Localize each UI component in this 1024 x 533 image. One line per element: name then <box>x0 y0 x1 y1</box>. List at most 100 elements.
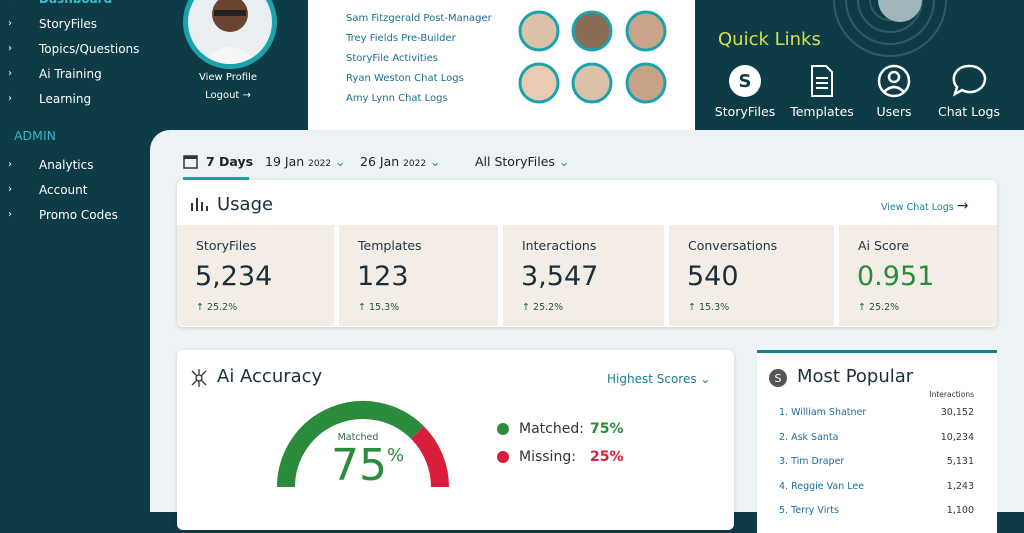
popular-count: 30,152 <box>940 407 974 418</box>
accuracy-title: Ai Accuracy <box>217 366 323 387</box>
stat-change: ↑ 25.2% <box>858 302 900 313</box>
nav-item[interactable]: Analytics <box>39 158 94 172</box>
sort-text: Highest Scores <box>607 372 697 386</box>
gauge-label: Matched <box>337 432 379 443</box>
stat-label: Interactions <box>522 238 597 253</box>
legend-name: Matched: <box>519 421 584 437</box>
usage-icon <box>191 198 208 211</box>
stat-change: ↑ 25.2% <box>196 302 238 313</box>
stat-box: Conversations 540 ↑ 15.3% <box>669 225 834 326</box>
popular-name[interactable]: 4. Reggie Van Lee <box>779 480 865 492</box>
nav-chevron: › <box>8 18 12 29</box>
nav-chevron: › <box>8 43 12 54</box>
stat-box: Interactions 3,547 ↑ 25.2% <box>503 225 664 326</box>
sort[interactable]: Highest Scores ⌄ <box>607 372 711 386</box>
popular-title: Most Popular <box>797 366 914 387</box>
view-chat-logs[interactable]: View Chat Logs → <box>881 198 969 214</box>
scope[interactable]: All StoryFiles ⌄ <box>475 154 570 169</box>
stat-box: Ai Score 0.951 ↑ 25.2% <box>839 225 997 326</box>
usage-title: Usage <box>217 194 274 215</box>
nav-chevron: › <box>8 159 12 170</box>
nav-item[interactable]: Learning <box>39 92 92 106</box>
nav-item[interactable]: Ai Training <box>39 67 102 81</box>
stat-value: 5,234 <box>195 261 273 292</box>
quick-links-title: Quick Links <box>718 29 821 50</box>
nav-chevron: › <box>8 184 12 195</box>
quick-link[interactable]: Templates <box>790 104 854 119</box>
stat-value: 540 <box>687 261 739 292</box>
gauge <box>277 401 449 488</box>
stat-label: StoryFiles <box>196 238 257 253</box>
stat-change-text: 15.3% <box>698 302 730 313</box>
scope-text: All StoryFiles <box>475 154 555 169</box>
nav-chevron: › <box>8 209 12 220</box>
gauge-unit: % <box>387 445 405 466</box>
popular-name[interactable]: 1. William Shatner <box>779 407 867 418</box>
popular-count: 5,131 <box>946 456 974 467</box>
svg-text:S: S <box>775 372 782 385</box>
legend-value: 75% <box>590 421 624 437</box>
stat-box: Templates 123 ↑ 15.3% <box>339 225 498 326</box>
view-chat-logs-text: View Chat Logs <box>881 202 954 213</box>
popular-name[interactable]: 5. Terry Virts <box>779 505 839 516</box>
stat-change-text: 15.3% <box>368 302 400 313</box>
logout-text: Logout <box>205 90 240 101</box>
view-profile[interactable]: View Profile <box>198 72 257 83</box>
stat-value: 123 <box>357 261 409 292</box>
nav-item[interactable]: Promo Codes <box>39 208 118 222</box>
nav-chevron: › <box>8 0 12 4</box>
end-day: 26 Jan <box>360 154 400 169</box>
admin-heading: ADMIN <box>14 128 56 143</box>
recent-link[interactable]: Ryan Weston Chat Logs <box>346 73 464 84</box>
accuracy-card <box>177 350 734 530</box>
recent-link[interactable]: Sam Fitzgerald Post-Manager <box>346 13 492 24</box>
fingerprint <box>833 0 947 57</box>
stat-change-text: 25.2% <box>206 302 238 313</box>
accuracy-icon <box>191 369 207 387</box>
popular-icon: S <box>769 369 787 387</box>
popular-count: 10,234 <box>940 431 974 443</box>
svg-text:S: S <box>739 71 752 92</box>
stat-label: Ai Score <box>858 238 910 253</box>
recent-link[interactable]: Amy Lynn Chat Logs <box>346 93 448 104</box>
stat-box: StoryFiles 5,234 ↑ 25.2% <box>177 225 334 326</box>
stat-label: Templates <box>358 238 422 253</box>
popular-card <box>757 350 997 533</box>
stat-change: ↑ 15.3% <box>358 302 400 313</box>
range-underline <box>183 177 249 180</box>
start-date[interactable]: 19 Jan 2022 ⌄ <box>265 154 346 169</box>
range[interactable]: 7 Days <box>206 154 254 169</box>
quick-link-icons: S <box>729 64 987 98</box>
nav-item[interactable]: Account <box>39 183 88 197</box>
stat-change: ↑ 15.3% <box>688 302 730 313</box>
nav-chevron: › <box>8 68 12 79</box>
profile-photo <box>183 0 277 69</box>
popular-count: 1,100 <box>946 505 974 516</box>
popular-name[interactable]: 2. Ask Santa <box>779 431 839 443</box>
avatars <box>518 10 667 104</box>
quick-link[interactable]: StoryFiles <box>714 104 776 119</box>
gauge-arc <box>410 426 449 488</box>
logout[interactable]: Logout → <box>205 90 251 101</box>
legend-value: 25% <box>590 449 624 465</box>
nav-item[interactable]: Topics/Questions <box>39 42 140 56</box>
stat-change-text: 25.2% <box>868 302 900 313</box>
quick-link[interactable]: Chat Logs <box>937 104 1001 119</box>
end-year: 2022 <box>403 159 427 169</box>
end-date[interactable]: 26 Jan 2022 ⌄ <box>360 154 441 169</box>
popular-count: 1,243 <box>946 480 974 492</box>
nav-item[interactable]: Dashboard <box>39 0 112 6</box>
quick-link[interactable]: Users <box>876 104 912 119</box>
sidebar <box>0 0 150 512</box>
popular-name[interactable]: 3. Tim Draper <box>779 456 845 467</box>
stat-change: ↑ 25.2% <box>522 302 564 313</box>
legend-name: Missing: <box>519 449 576 465</box>
popular-column: Interactions <box>929 390 974 399</box>
nav-item[interactable]: StoryFiles <box>39 17 98 31</box>
recent-link[interactable]: StoryFile Activities <box>346 53 438 64</box>
start-year: 2022 <box>308 159 332 169</box>
stat-label: Conversations <box>688 238 778 253</box>
nav-chevron: › <box>8 93 12 104</box>
recent-link[interactable]: Trey Fields Pre-Builder <box>346 33 456 44</box>
